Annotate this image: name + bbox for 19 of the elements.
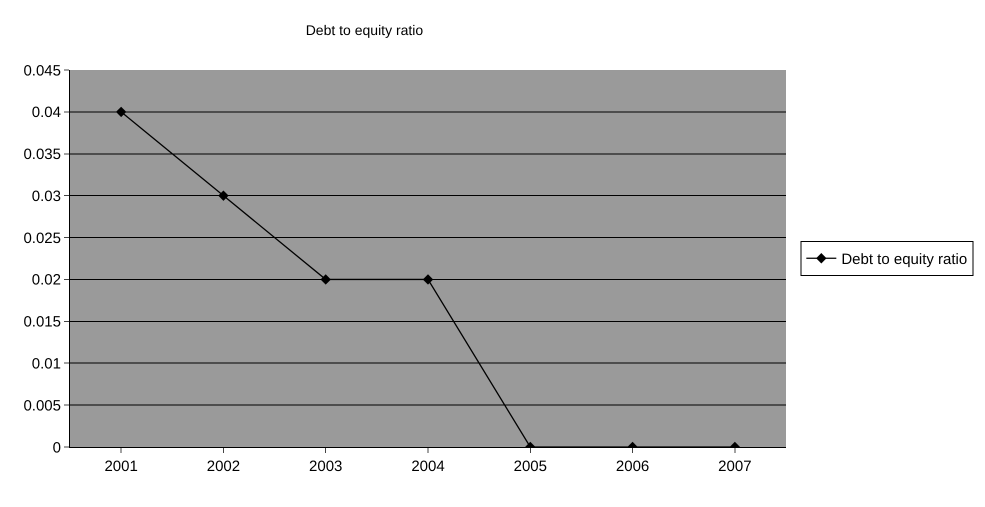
y-tick-label: 0.035 xyxy=(23,146,61,164)
y-tick-label: 0.025 xyxy=(23,230,61,247)
x-tick-label: 2006 xyxy=(616,458,650,475)
x-tick-label: 2004 xyxy=(411,458,445,475)
x-tick-label: 2002 xyxy=(206,458,240,475)
y-tick-label: 0.015 xyxy=(23,314,61,331)
chart-title: Debt to equity ratio xyxy=(306,22,424,38)
y-tick-label: 0 xyxy=(52,439,61,456)
y-tick-label: 0.01 xyxy=(32,355,61,372)
y-tick-label: 0.03 xyxy=(32,188,61,205)
x-tick-label: 2003 xyxy=(309,458,342,475)
y-tick-label: 0.045 xyxy=(23,62,61,80)
x-tick-label: 2005 xyxy=(514,458,547,475)
y-tick-label: 0.005 xyxy=(23,397,61,414)
x-tick-label: 2007 xyxy=(718,458,752,475)
y-tick-label: 0.02 xyxy=(32,272,61,289)
x-tick-label: 2001 xyxy=(104,458,138,475)
y-tick-label: 0.04 xyxy=(32,104,61,122)
legend-label: Debt to equity ratio xyxy=(841,251,968,268)
